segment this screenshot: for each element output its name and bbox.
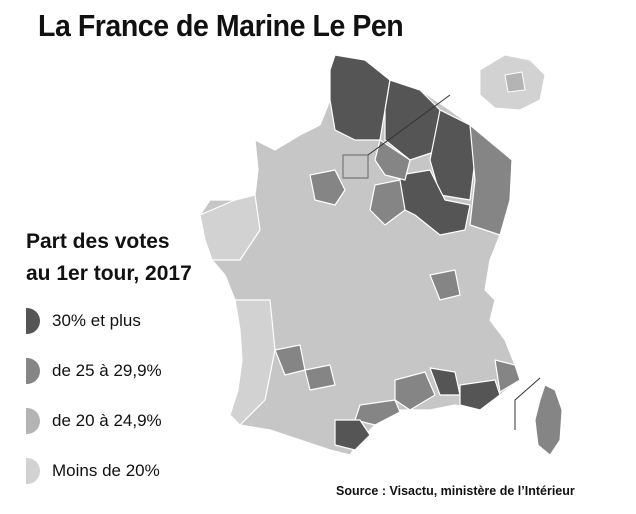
legend-swatch bbox=[26, 308, 40, 334]
legend-title-line2: au 1er tour, 2017 bbox=[26, 262, 192, 285]
legend-label: 30% et plus bbox=[52, 311, 141, 330]
region-east-medium bbox=[469, 124, 513, 236]
legend-title: Part des votes au 1er tour, 2017 bbox=[26, 226, 192, 290]
region-north-dark bbox=[329, 54, 391, 141]
region-west-light bbox=[199, 194, 261, 261]
legend-label: de 20 à 24,9% bbox=[52, 411, 162, 430]
region-gard-medium bbox=[394, 371, 436, 411]
region-paris-leader bbox=[367, 94, 451, 156]
region-aisne-dark bbox=[384, 79, 441, 161]
region-southwest-light bbox=[229, 299, 276, 426]
corsica bbox=[534, 384, 563, 456]
legend-swatch bbox=[26, 458, 40, 484]
region-aube-medium bbox=[369, 179, 406, 226]
region-lot-medium bbox=[304, 364, 336, 391]
region-aude-dark bbox=[334, 419, 371, 451]
legend-swatch bbox=[26, 408, 40, 434]
legend-label: Moins de 20% bbox=[52, 461, 160, 480]
region-paris-inset-frame bbox=[342, 154, 369, 179]
legend-title-line1: Part des votes bbox=[26, 230, 170, 253]
corsica-frame-line bbox=[514, 377, 541, 430]
region-herault-medium bbox=[354, 399, 401, 426]
legend-item-under-20: Moins de 20% bbox=[26, 458, 160, 484]
paris-inset-medium bbox=[504, 71, 526, 93]
legend-item-20-24: de 20 à 24,9% bbox=[26, 408, 162, 434]
source-note: Source : Visactu, ministère de l’Intérie… bbox=[336, 484, 575, 498]
region-orne-medium bbox=[309, 169, 346, 206]
legend-item-25-29: de 25 à 29,9% bbox=[26, 358, 162, 384]
region-var-dark bbox=[459, 379, 501, 411]
legend-item-30-plus: 30% et plus bbox=[26, 308, 141, 334]
region-ain-medium bbox=[429, 269, 461, 301]
legend-label: de 25 à 29,9% bbox=[52, 361, 162, 380]
region-oise-medium bbox=[374, 139, 411, 181]
legend-swatch bbox=[26, 358, 40, 384]
map-title: La France de Marine Le Pen bbox=[38, 8, 404, 43]
region-alpes-maritimes-medium bbox=[494, 359, 521, 393]
